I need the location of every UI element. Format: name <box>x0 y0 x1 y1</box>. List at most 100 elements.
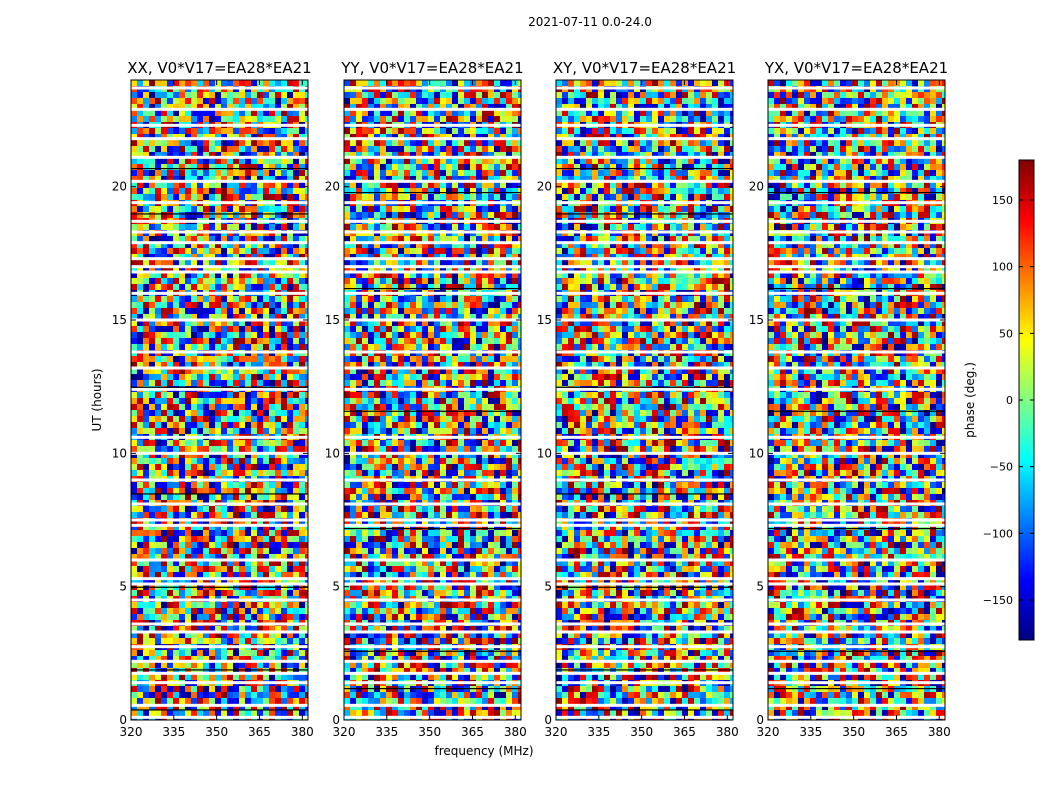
phase-cell <box>233 272 239 278</box>
phase-cell <box>155 284 161 290</box>
phase-cell <box>197 566 203 572</box>
phase-cell <box>161 668 167 674</box>
phase-cell <box>161 146 167 152</box>
phase-cell <box>215 188 221 194</box>
phase-cell <box>374 308 380 314</box>
phase-cell <box>362 152 368 158</box>
phase-cell <box>221 710 227 716</box>
phase-cell <box>293 548 299 554</box>
phase-cell <box>161 158 167 164</box>
phase-cell <box>269 128 275 134</box>
phase-cell <box>392 206 398 212</box>
phase-cell <box>197 686 203 692</box>
phase-cell <box>416 116 422 122</box>
phase-cell <box>263 686 269 692</box>
phase-cell <box>392 296 398 302</box>
phase-cell <box>137 590 143 596</box>
flagged-row <box>131 659 308 663</box>
phase-cell <box>143 440 149 446</box>
phase-cell <box>185 344 191 350</box>
phase-cell <box>275 194 281 200</box>
phase-cell <box>215 380 221 386</box>
phase-cell <box>410 308 416 314</box>
phase-cell <box>197 140 203 146</box>
phase-cell <box>221 470 227 476</box>
phase-cell <box>263 92 269 98</box>
phase-cell <box>356 98 362 104</box>
phase-cell <box>251 638 257 644</box>
phase-cell <box>209 260 215 266</box>
phase-cell <box>191 656 197 662</box>
phase-cell <box>245 194 251 200</box>
phase-cell <box>239 650 245 656</box>
phase-cell <box>362 110 368 116</box>
phase-cell <box>488 278 494 284</box>
phase-cell <box>215 530 221 536</box>
phase-cell <box>482 152 488 158</box>
phase-cell <box>470 224 476 230</box>
phase-cell <box>440 92 446 98</box>
phase-cell <box>191 398 197 404</box>
phase-cell <box>305 428 308 434</box>
phase-cell <box>257 560 263 566</box>
phase-cell <box>263 506 269 512</box>
phase-cell <box>518 392 521 398</box>
phase-cell <box>380 302 386 308</box>
phase-cell <box>245 332 251 338</box>
phase-cell <box>362 392 368 398</box>
phase-cell <box>518 380 521 386</box>
phase-cell <box>167 494 173 500</box>
phase-cell <box>221 314 227 320</box>
phase-cell <box>281 134 287 140</box>
phase-cell <box>155 194 161 200</box>
phase-cell <box>428 272 434 278</box>
phase-cell <box>398 332 404 338</box>
phase-cell <box>356 254 362 260</box>
phase-cell <box>452 140 458 146</box>
phase-cell <box>209 146 215 152</box>
phase-cell <box>275 698 281 704</box>
phase-cell <box>299 542 305 548</box>
phase-cell <box>167 626 173 632</box>
phase-cell <box>137 392 143 398</box>
phase-cell <box>185 710 191 716</box>
phase-cell <box>257 326 263 332</box>
phase-cell <box>356 110 362 116</box>
phase-cell <box>233 560 239 566</box>
phase-cell <box>185 692 191 698</box>
phase-cell <box>209 302 215 308</box>
phase-cell <box>137 512 143 518</box>
phase-cell <box>350 254 356 260</box>
phase-cell <box>275 488 281 494</box>
phase-cell <box>239 308 245 314</box>
phase-cell <box>470 92 476 98</box>
phase-cell <box>410 374 416 380</box>
separator-line <box>131 669 308 671</box>
phase-cell <box>251 80 257 86</box>
phase-cell <box>446 398 452 404</box>
flagged-row <box>131 137 308 141</box>
phase-cell <box>167 314 173 320</box>
phase-cell <box>149 326 155 332</box>
phase-cell <box>464 236 470 242</box>
phase-cell <box>191 614 197 620</box>
phase-cell <box>434 152 440 158</box>
phase-cell <box>263 224 269 230</box>
phase-cell <box>191 128 197 134</box>
phase-cell <box>488 374 494 380</box>
phase-cell <box>245 296 251 302</box>
phase-cell <box>500 314 506 320</box>
phase-cell <box>185 380 191 386</box>
phase-cell <box>209 170 215 176</box>
phase-cell <box>287 482 293 488</box>
phase-cell <box>227 302 233 308</box>
phase-cell <box>239 110 245 116</box>
phase-cell <box>161 140 167 146</box>
phase-cell <box>374 260 380 266</box>
phase-cell <box>263 338 269 344</box>
phase-cell <box>197 578 203 584</box>
phase-cell <box>215 296 221 302</box>
phase-cell <box>386 332 392 338</box>
phase-cell <box>143 494 149 500</box>
phase-cell <box>197 428 203 434</box>
